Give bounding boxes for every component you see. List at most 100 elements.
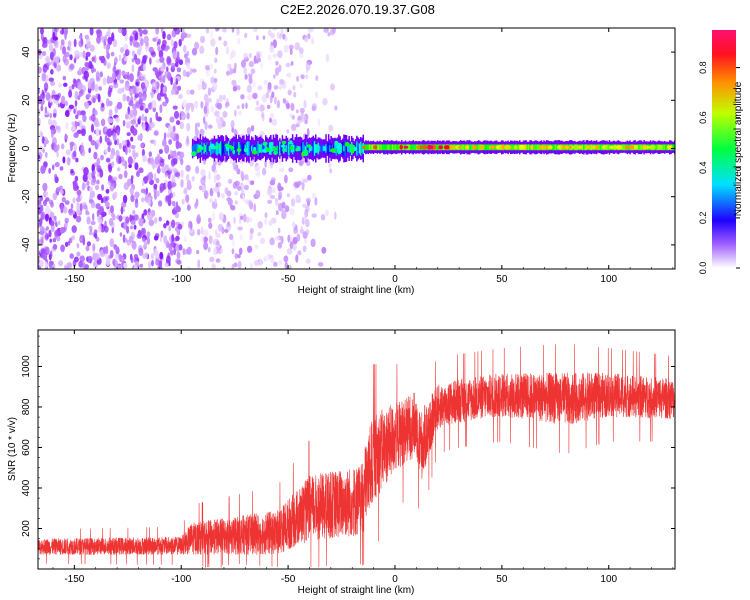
spectrogram-cell: [208, 145, 211, 152]
spectrogram-cell: [657, 144, 663, 150]
spectrogram-cell: [76, 196, 81, 203]
y-tick-label: -40: [21, 237, 32, 252]
spectrogram-cell: [240, 215, 244, 220]
spectrogram-cell: [159, 56, 165, 63]
spectrogram-cell: [302, 178, 309, 183]
spectrogram-cell: [115, 116, 120, 123]
spectrogram-cell: [75, 114, 79, 119]
spectrogram-cell: [486, 144, 489, 151]
spectrogram-cell: [169, 192, 173, 199]
spectrogram-cell: [316, 144, 318, 153]
spectrogram-cell: [248, 141, 250, 156]
spectrogram-cell: [232, 67, 237, 74]
spectrogram-cell: [50, 69, 54, 75]
spectrogram-cell: [98, 86, 102, 91]
spectrogram-cell: [69, 253, 74, 259]
spectrogram-cell: [344, 141, 346, 156]
spectrogram-cell: [129, 73, 134, 83]
spectrogram-cell: [203, 93, 209, 102]
spectrogram-cell: [175, 140, 180, 147]
spectrogram-cell: [234, 191, 238, 196]
spectrogram-cell: [106, 62, 111, 69]
spectrogram-cell: [284, 205, 290, 213]
spectrogram-cell: [186, 112, 190, 120]
spectrogram-cell: [169, 116, 175, 123]
y-tick-label: 600: [21, 439, 32, 456]
spectrogram-cell: [547, 145, 553, 150]
spectrogram-cell: [209, 198, 213, 203]
spectrogram-cell: [266, 104, 271, 109]
spectrogram-cell: [212, 145, 218, 150]
spectrogram-cell: [76, 242, 80, 249]
spectrogram-cell: [82, 261, 86, 268]
spectrogram-cell: [94, 109, 98, 116]
spectrogram-cell: [94, 232, 98, 239]
spectrogram-cell: [227, 221, 230, 228]
spectrogram-cell: [104, 127, 108, 132]
spectrogram-cell: [65, 149, 71, 156]
spectrogram-cell: [212, 187, 217, 193]
spectrogram-cell: [305, 218, 310, 228]
spectrogram-cell: [215, 28, 220, 32]
spectrogram-cell: [108, 108, 113, 118]
spectrogram-cell: [56, 150, 59, 158]
spectrogram-y-ticks: -40 -20 0 20 40: [21, 27, 675, 270]
spectrogram-cell: [272, 28, 278, 31]
spectrogram-cell: [318, 145, 321, 152]
spectrogram-cell: [242, 194, 245, 202]
spectrogram-cell: [273, 150, 278, 155]
spectrogram-cell: [206, 106, 210, 115]
spectrogram-cell: [307, 146, 309, 151]
x-tick-label: -100: [171, 574, 191, 585]
spectrogram-cell: [590, 145, 595, 150]
snr-panel: -150 -100 -50 0 50 100 200 400 600 800 1000 Heigh…: [7, 329, 676, 596]
spectrogram-cell: [74, 50, 80, 57]
spectrogram-cell: [270, 32, 275, 39]
spectrogram-cell: [302, 203, 307, 208]
spectrogram-cell: [167, 72, 172, 81]
spectrogram-cell: [90, 82, 95, 91]
spectrogram-cell: [215, 174, 221, 181]
spectrogram-cell: [270, 257, 275, 264]
x-tick-label: 0: [392, 274, 398, 285]
spectrogram-cell: [342, 141, 344, 156]
spectrogram-cell: [158, 149, 163, 154]
spectrogram-cell: [221, 226, 225, 235]
spectrogram-cell: [178, 38, 182, 47]
spectrogram-cell: [155, 177, 160, 184]
spectrogram-cell: [107, 180, 111, 186]
spectrogram-cell: [66, 262, 72, 269]
spectrogram-y-label: Frequency (Hz): [7, 114, 18, 183]
spectrogram-cell: [76, 110, 82, 116]
spectrogram-cell: [203, 105, 208, 114]
spectrogram-cell: [111, 227, 115, 234]
y-tick-label: 20: [21, 94, 32, 106]
spectrogram-cell: [89, 186, 93, 193]
spectrogram-cell: [100, 154, 104, 161]
spectrogram-cell: [128, 100, 134, 107]
spectrogram-cell: [65, 241, 69, 247]
spectrogram-cell: [129, 109, 134, 118]
spectrogram-cell: [193, 100, 199, 109]
spectrogram-cell: [163, 235, 168, 244]
spectrogram-cell: [97, 224, 102, 233]
spectrogram-cell: [601, 144, 603, 151]
spectrogram-cell: [149, 57, 152, 65]
spectrogram-cell: [86, 241, 91, 247]
spectrogram-cell: [334, 144, 336, 153]
spectrogram-cell: [65, 109, 70, 118]
spectrogram-cell: [104, 220, 107, 229]
spectrogram-cell: [289, 208, 295, 216]
spectrogram-cell: [91, 123, 94, 133]
spectrogram-cell: [152, 107, 157, 113]
spectrogram-cell: [615, 145, 619, 149]
spectrogram-cell: [123, 221, 128, 230]
spectrogram-cell: [307, 28, 312, 34]
snr-frame: [37, 329, 676, 570]
spectrogram-cell: [85, 210, 90, 216]
spectrogram-cell: [272, 147, 278, 151]
spectrogram-cell: [130, 194, 135, 203]
spectrogram-cell: [157, 164, 161, 173]
spectrogram-cell: [143, 188, 147, 195]
spectrogram-cell: [43, 82, 49, 92]
